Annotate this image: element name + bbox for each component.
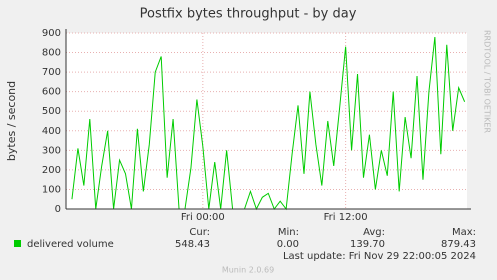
y-tick-label: 800 <box>42 48 61 59</box>
legend-swatch <box>14 240 21 247</box>
stat-value: 0.00 <box>277 239 299 250</box>
stat-header: Avg: <box>363 227 385 238</box>
y-tick-label: 900 <box>42 28 61 39</box>
y-tick-label: 300 <box>42 145 61 156</box>
last-update: Last update: Fri Nov 29 22:00:05 2024 <box>283 251 476 262</box>
y-tick-label: 700 <box>42 67 61 78</box>
y-tick-label: 200 <box>42 165 61 176</box>
y-tick-label: 500 <box>42 106 61 117</box>
y-axis-label: bytes / second <box>5 81 18 161</box>
stat-header: Min: <box>278 227 299 238</box>
x-tick-label: Fri 12:00 <box>324 212 368 223</box>
stat-header: Max: <box>452 227 476 238</box>
stat-header: Cur: <box>189 227 210 238</box>
y-tick-label: 600 <box>42 87 61 98</box>
plot-area <box>66 33 467 209</box>
legend-label: delivered volume <box>27 239 114 250</box>
stat-value: 548.43 <box>175 239 210 250</box>
chart-title: Postfix bytes throughput - by day <box>140 7 357 22</box>
stat-value: 879.43 <box>441 239 476 250</box>
x-tick-label: Fri 00:00 <box>181 212 225 223</box>
footer: Munin 2.0.69 <box>222 266 274 275</box>
stat-value: 139.70 <box>350 239 385 250</box>
y-tick-label: 100 <box>42 184 61 195</box>
data-line <box>71 36 466 211</box>
y-tick-label: 0 <box>55 204 61 215</box>
y-tick-label: 400 <box>42 126 61 137</box>
side-label: RRDTOOL / TOBI OETIKER <box>483 30 492 133</box>
